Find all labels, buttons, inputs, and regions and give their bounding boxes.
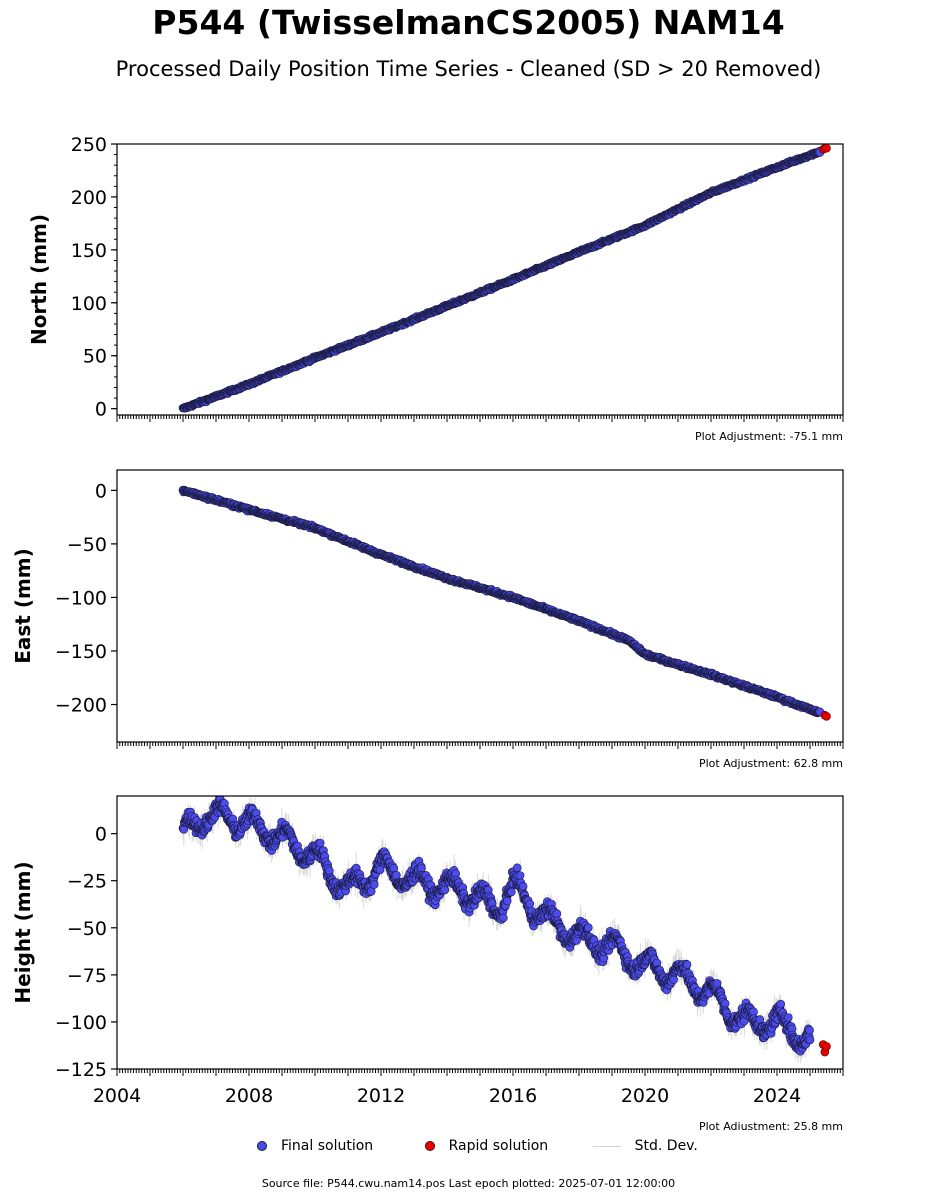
final-point [712, 979, 722, 988]
panel-3: 0 −25 −50 −75 −100 −125 2004 2008 2012 2016 2020 20… [11, 795, 844, 1130]
panel-2: 0 −50 −100 −150 −200 East (mm) Plot Adjustment… [11, 469, 844, 770]
x-tick-label: 2020 [621, 1085, 669, 1107]
x-tick-label: 2008 [225, 1085, 273, 1107]
y-tick-label: −100 [55, 587, 107, 609]
y-tick-label: 50 [83, 346, 107, 368]
y-tick-label: 250 [71, 134, 107, 156]
chart-title: P544 (TwisselmanCS2005) NAM14 [152, 3, 785, 42]
y-tick-label: −100 [55, 1012, 107, 1034]
y-tick-label: −25 [67, 871, 107, 893]
final-point [512, 863, 522, 873]
final-point [518, 881, 528, 891]
plot-adjustment-note: Plot Adjustment: 62.8 mm [699, 757, 843, 770]
final-solution-series [178, 796, 815, 1056]
legend-item-rapid: Rapid solution [418, 1138, 549, 1154]
chart-figure: 0 50 100 150 200 250 North (mm) Plot Adjustment… [11, 134, 844, 1130]
y-tick-label: 0 [95, 480, 107, 502]
final-point [682, 960, 692, 969]
final-point [369, 880, 379, 889]
y-tick-label: 150 [71, 240, 107, 262]
final-point [583, 923, 593, 932]
y-tick-label: −150 [55, 641, 107, 663]
final-point [783, 1013, 793, 1022]
final-point [805, 1025, 814, 1035]
final-point [552, 909, 562, 919]
final-solution-series [178, 146, 825, 413]
y-tick-label: 0 [95, 399, 107, 421]
plot-adjustment-note: Plot Adjustment: -75.1 mm [695, 430, 843, 443]
legend-final-label: Final solution [281, 1138, 374, 1154]
legend-item-std: Std. Dev. [592, 1138, 698, 1154]
final-point [502, 896, 512, 906]
x-tick-label: 2004 [93, 1085, 141, 1107]
final-point [440, 885, 450, 895]
chart-subtitle: Processed Daily Position Time Series - C… [115, 57, 822, 81]
y-tick-label: 100 [71, 293, 107, 315]
legend-std-label: Std. Dev. [634, 1138, 698, 1154]
rapid-solution-series [820, 710, 831, 721]
final-solution-series [178, 485, 825, 718]
final-point [315, 838, 325, 848]
y-tick-label: −75 [67, 965, 107, 987]
final-point [515, 871, 525, 880]
plot-frame [116, 469, 844, 743]
y-tick-label: 200 [71, 187, 107, 209]
legend-rapid-label: Rapid solution [448, 1138, 549, 1154]
rapid-solution-series [818, 144, 831, 154]
rapid-point [822, 711, 831, 721]
final-point [525, 899, 535, 909]
x-tick-label: 2012 [357, 1085, 405, 1107]
final-point [805, 1035, 815, 1045]
final-point [506, 887, 516, 897]
y-axis-label: Height (mm) [11, 861, 35, 1003]
legend-std-marker [592, 1145, 621, 1147]
final-point [325, 866, 334, 876]
y-axis-label: North (mm) [27, 214, 51, 345]
y-tick-label: −200 [55, 695, 107, 717]
plot-area [178, 485, 831, 721]
final-point [669, 975, 678, 984]
legend-final-marker [257, 1141, 267, 1151]
legend-rapid-marker [424, 1141, 435, 1151]
y-tick-label: −50 [67, 534, 107, 556]
y-tick-label: −50 [67, 918, 107, 940]
y-tick-label: 0 [95, 824, 107, 846]
plot-adjustment-note: Plot Adjustment: 25.8 mm [699, 1120, 843, 1130]
plot-area [178, 144, 831, 413]
x-tick-label: 2016 [489, 1085, 537, 1107]
rapid-point [822, 144, 831, 153]
x-tick-label: 2024 [753, 1085, 801, 1107]
rapid-solution-series [818, 1040, 831, 1057]
y-tick-label: −125 [55, 1059, 107, 1081]
final-point [776, 999, 786, 1009]
legend: Final solution Rapid solution Std. Dev. [250, 1138, 718, 1154]
plot-area [178, 796, 831, 1064]
y-axis-label: East (mm) [11, 548, 35, 664]
final-point [499, 913, 508, 923]
final-point [391, 870, 401, 880]
source-note: Source file: P544.cwu.nam14.pos Last epo… [261, 1177, 676, 1190]
panel-1: 0 50 100 150 200 250 North (mm) Plot Adjustment… [27, 134, 844, 443]
rapid-point [822, 1042, 831, 1051]
legend-item-final: Final solution [250, 1138, 373, 1154]
